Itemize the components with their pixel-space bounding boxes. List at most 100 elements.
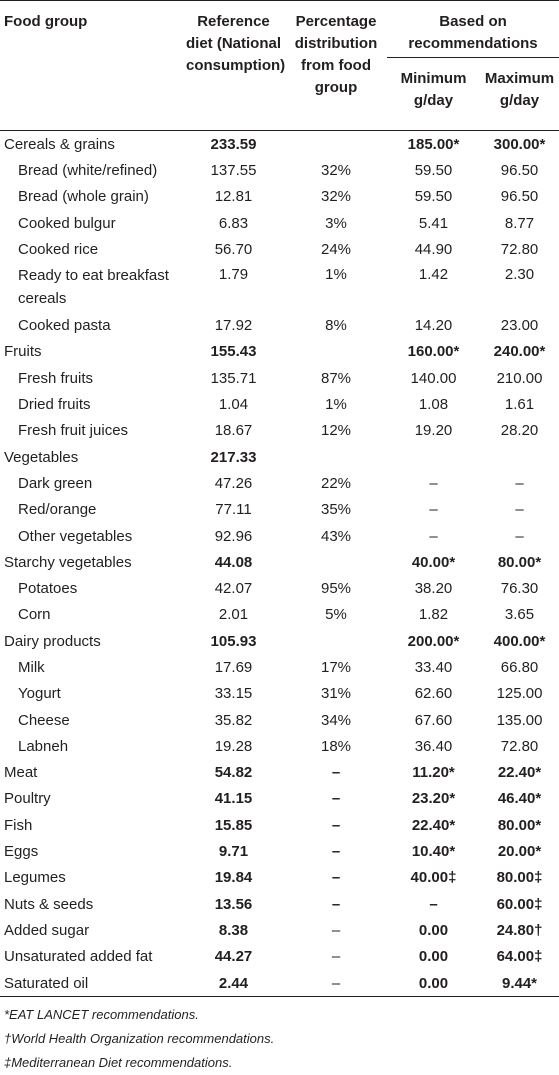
value-cell: 64.00‡ [496, 948, 543, 966]
value-cell: 46.40* [497, 790, 542, 808]
food-name: Meat [4, 764, 38, 782]
food-name: Eggs [4, 843, 39, 861]
value-cell: 135.00 [496, 711, 543, 729]
table-row: Meat 54.82 – 11.20* 22.40* [0, 760, 559, 786]
table-row: Dairy products 105.93 200.00* 400.00* [0, 628, 559, 654]
value-cell: 28.20 [500, 422, 539, 440]
value-cell: 10.40* [411, 843, 456, 861]
value-cell: 400.00* [493, 632, 546, 650]
value-cell: 96.50 [500, 161, 539, 179]
value-cell: 67.60 [414, 711, 453, 729]
value-cell: 23.20* [411, 790, 456, 808]
table-row: Ready to eat breakfast cereals 1.79 1% 1.42… [0, 262, 559, 312]
value-cell: 80.00‡ [496, 869, 543, 887]
table-row: Cooked rice 56.70 24% 44.90 72.80 [0, 236, 559, 262]
food-name: Fruits [4, 343, 42, 361]
value-cell: 40.00* [411, 553, 456, 571]
value-cell: 17.92 [214, 317, 253, 335]
food-name: Starchy vegetables [4, 553, 132, 571]
value-cell: 8.77 [504, 214, 535, 232]
food-table: Food group Reference diet (National cons… [0, 0, 559, 997]
value-cell: 40.00‡ [410, 869, 457, 887]
value-cell: 8.38 [218, 921, 249, 939]
table-row: Cereals & grains 233.59 185.00* 300.00* [0, 131, 559, 158]
value-cell: 92.96 [214, 527, 253, 545]
table-row: Cooked pasta 17.92 8% 14.20 23.00 [0, 312, 559, 338]
value-cell: 80.00* [497, 816, 542, 834]
value-cell: 1.08 [418, 396, 449, 414]
food-name: Cereals & grains [4, 135, 115, 153]
value-cell: 125.00 [496, 685, 543, 703]
food-name: Red/orange [18, 501, 97, 519]
footnote: †World Health Organization recommendatio… [4, 1031, 275, 1047]
value-cell: 12% [320, 422, 352, 440]
value-cell: 19.20 [414, 422, 453, 440]
header-cell: Minimum g/day [400, 70, 467, 109]
value-cell [285, 339, 387, 365]
value-cell: 1.42 [418, 266, 449, 284]
value-cell: – [331, 764, 341, 782]
value-cell: – [429, 895, 438, 913]
table-row: Red/orange 77.11 35% – – [0, 497, 559, 523]
table-row: Milk 17.69 17% 33.40 66.80 [0, 654, 559, 680]
value-cell: 34% [320, 711, 352, 729]
value-cell: 1% [325, 266, 347, 284]
food-name: Unsaturated added fat [4, 948, 153, 966]
value-cell [285, 131, 387, 158]
value-cell: 0.00 [418, 921, 449, 939]
value-cell: 1.61 [504, 396, 535, 414]
value-cell: 12.81 [214, 188, 253, 206]
table-row: Fruits 155.43 160.00* 240.00* [0, 339, 559, 365]
food-name: Dark green [18, 474, 93, 492]
table-row: Corn 2.01 5% 1.82 3.65 [0, 602, 559, 628]
value-cell: 9.44* [501, 974, 538, 992]
footnote: *EAT LANCET recommendations. [4, 1007, 199, 1023]
value-cell: 6.83 [218, 214, 249, 232]
food-name: Saturated oil [4, 974, 89, 992]
value-cell: 22.40* [411, 816, 456, 834]
table-row: Legumes 19.84 – 40.00‡ 80.00‡ [0, 865, 559, 891]
food-name: Poultry [4, 790, 51, 808]
food-name: Milk [18, 658, 45, 676]
food-name: Ready to eat breakfast cereals [18, 267, 169, 308]
value-cell: 17.69 [214, 658, 253, 676]
value-cell: 210.00 [496, 369, 543, 387]
value-cell: – [429, 501, 438, 519]
value-cell: 43% [320, 527, 352, 545]
value-cell [285, 549, 387, 575]
value-cell: 105.93 [210, 632, 257, 650]
value-cell: 22.40* [497, 764, 542, 782]
value-cell: 155.43 [210, 343, 257, 361]
food-name: Potatoes [18, 580, 78, 598]
table-row: Fish 15.85 – 22.40* 80.00* [0, 812, 559, 838]
value-cell: 2.44 [218, 974, 249, 992]
food-name: Cooked pasta [18, 317, 111, 335]
value-cell: 80.00* [497, 553, 542, 571]
value-cell: 33.40 [414, 658, 453, 676]
food-name: Fresh fruit juices [18, 422, 129, 440]
value-cell: 1.79 [218, 266, 249, 284]
value-cell: 185.00* [407, 135, 460, 153]
value-cell: 137.55 [210, 161, 257, 179]
footnote: ‡Mediterranean Diet recommendations. [4, 1055, 233, 1071]
value-cell: – [515, 501, 524, 519]
table-row: Potatoes 42.07 95% 38.20 76.30 [0, 575, 559, 601]
food-name: Bread (white/refined) [18, 161, 158, 179]
value-cell: 72.80 [500, 737, 539, 755]
value-cell: 44.08 [214, 553, 253, 571]
value-cell [285, 444, 387, 470]
food-name: Cheese [18, 711, 70, 729]
header-cell: Maximum g/day [484, 70, 555, 109]
value-cell [285, 628, 387, 654]
value-cell: 13.56 [214, 895, 253, 913]
food-name: Fresh fruits [18, 369, 94, 387]
value-cell: 44.90 [414, 240, 453, 258]
table-row: Unsaturated added fat 44.27 – 0.00 64.00‡ [0, 944, 559, 970]
value-cell: – [331, 948, 341, 966]
value-cell: – [429, 527, 438, 545]
value-cell: 2.30 [504, 266, 535, 284]
value-cell: 95% [320, 580, 352, 598]
value-cell: 0.00 [418, 974, 449, 992]
footnotes: *EAT LANCET recommendations. †World Healt… [0, 997, 559, 1075]
value-cell: – [515, 474, 524, 492]
